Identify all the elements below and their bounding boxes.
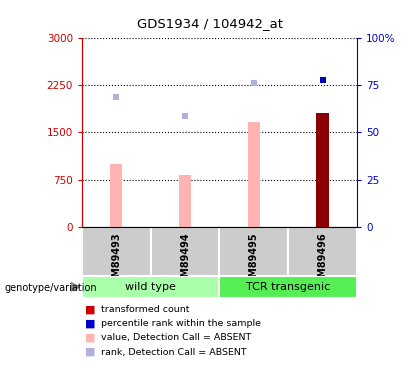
Polygon shape [71,282,80,291]
Text: ■: ■ [85,333,96,343]
Text: GSM89493: GSM89493 [111,233,121,291]
Bar [316,113,329,227]
Text: rank, Detection Call = ABSENT: rank, Detection Call = ABSENT [101,348,247,357]
Point [319,77,326,83]
Text: TCR transgenic: TCR transgenic [246,282,331,292]
Point [113,94,120,100]
Text: ■: ■ [85,347,96,357]
Text: transformed count: transformed count [101,305,189,314]
Point [182,113,189,119]
Text: value, Detection Call = ABSENT: value, Detection Call = ABSENT [101,333,251,342]
Text: GSM89496: GSM89496 [318,233,328,291]
Bar [179,175,191,227]
Bar [151,227,220,276]
Text: wild type: wild type [125,282,176,292]
Text: GDS1934 / 104942_at: GDS1934 / 104942_at [137,17,283,30]
Text: GSM89495: GSM89495 [249,233,259,291]
Bar [220,276,357,298]
Text: GSM89494: GSM89494 [180,233,190,291]
Text: ■: ■ [85,304,96,314]
Bar [220,227,288,276]
Bar [248,122,260,227]
Bar [82,276,220,298]
Bar [110,164,123,227]
Bar [288,227,357,276]
Point [250,80,257,86]
Text: genotype/variation: genotype/variation [4,283,97,293]
Text: ■: ■ [85,319,96,328]
Text: percentile rank within the sample: percentile rank within the sample [101,319,261,328]
Bar [82,227,151,276]
